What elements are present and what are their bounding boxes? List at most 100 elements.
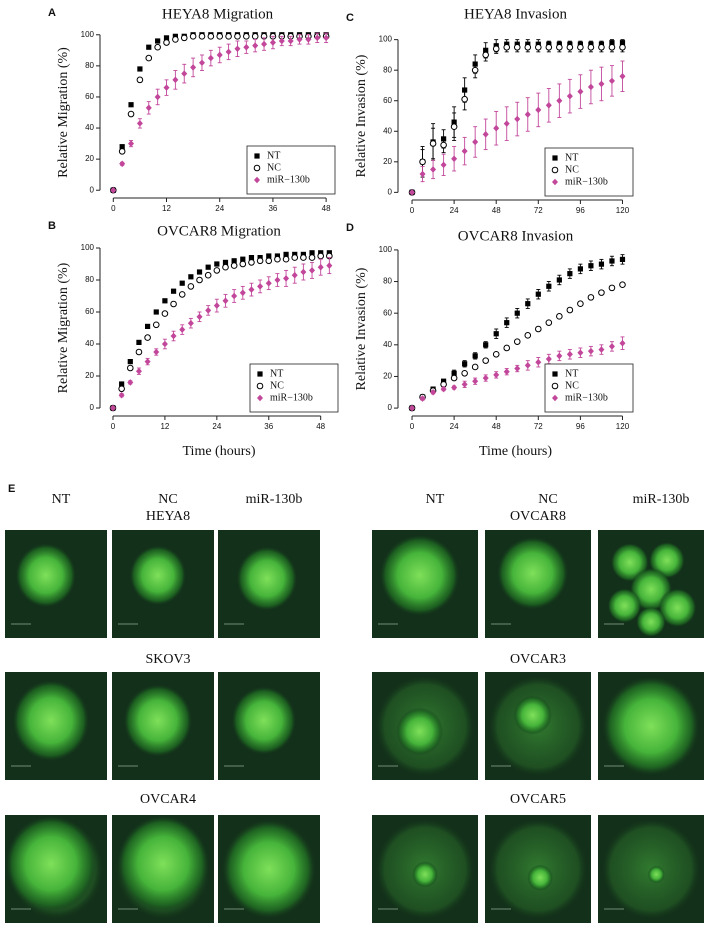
x-tick-label: 24 (212, 422, 221, 431)
point (588, 263, 594, 269)
point (503, 43, 511, 51)
chart-title: OVCAR8 Migration (157, 223, 281, 239)
point (598, 346, 605, 353)
y-tick-label: 40 (85, 123, 94, 132)
y-tick-label: 20 (383, 157, 392, 166)
point (222, 297, 229, 305)
chart-title: OVCAR8 Invasion (458, 228, 574, 244)
micrograph (372, 530, 478, 638)
point (127, 110, 135, 118)
point (472, 377, 479, 385)
point (163, 39, 170, 46)
point (135, 348, 143, 356)
point (204, 271, 212, 279)
point (187, 319, 194, 327)
point (300, 268, 307, 276)
point (248, 259, 255, 266)
point (545, 43, 553, 51)
spheroid (412, 861, 438, 888)
x-axis-label: Time (hours) (479, 444, 552, 459)
point (619, 72, 626, 80)
point (461, 95, 468, 103)
point (126, 364, 134, 372)
point (430, 388, 437, 396)
point (492, 45, 500, 53)
point (128, 140, 135, 147)
point (419, 158, 426, 166)
x-tick-label: 12 (162, 204, 171, 213)
x-tick-label: 96 (576, 422, 585, 431)
point (222, 263, 229, 271)
chart: B OVCAR8 Migration Relative Migration (%) T… (48, 220, 339, 459)
point (409, 404, 416, 412)
point (136, 76, 144, 84)
point (128, 102, 134, 108)
point (135, 367, 142, 375)
point (127, 359, 133, 365)
micrograph (485, 530, 591, 638)
point (283, 275, 290, 282)
point (269, 39, 276, 46)
point (188, 274, 194, 280)
point (145, 54, 153, 62)
spheroid (496, 536, 569, 610)
point (556, 352, 563, 360)
point (503, 120, 510, 127)
panel-label: D (346, 222, 354, 234)
legend-marker (254, 153, 260, 159)
spheroid (527, 864, 553, 891)
micrograph (112, 815, 214, 923)
legend-box (249, 363, 339, 413)
spheroid (636, 606, 666, 637)
micrograph (218, 815, 320, 923)
spheroid (658, 588, 697, 628)
point (609, 258, 615, 264)
point (577, 43, 584, 51)
y-tick-label: 100 (379, 245, 393, 254)
point (440, 385, 447, 393)
point (198, 33, 206, 40)
spheroid (129, 545, 187, 606)
point (503, 368, 510, 376)
point (161, 340, 168, 348)
point (461, 381, 468, 388)
micrograph (112, 672, 214, 780)
legend-label: NT (270, 368, 283, 379)
point (577, 300, 584, 307)
legend-marker (551, 382, 559, 390)
micrograph (485, 672, 591, 780)
row-label: OVCAR3 (510, 652, 566, 667)
legend-label: miR−130b (565, 392, 608, 403)
chart: D OVCAR8 Invasion Relative Invasion (%) Tim… (346, 222, 634, 459)
row-label: OVCAR4 (140, 792, 196, 807)
x-tick-label: 12 (160, 422, 169, 431)
point (440, 161, 447, 169)
micrograph (5, 530, 107, 638)
micrograph (485, 815, 591, 923)
point (155, 38, 161, 44)
x-tick-label: 72 (534, 422, 543, 431)
point (608, 77, 615, 85)
point (119, 144, 125, 150)
y-tick-label: 0 (388, 403, 393, 412)
point (309, 267, 316, 274)
legend-label: NC (270, 380, 284, 391)
chart: A HEYA8 Migration Relative Migration (%) 0 2… (48, 6, 336, 213)
point (619, 281, 626, 289)
point (535, 358, 542, 366)
y-tick-label: 20 (383, 372, 392, 381)
point (462, 361, 468, 367)
legend-box (544, 147, 634, 197)
point (181, 70, 188, 77)
y-tick-label: 20 (85, 154, 94, 163)
point (419, 170, 426, 178)
point (545, 319, 553, 326)
point (323, 34, 330, 42)
point (207, 33, 215, 40)
point (287, 37, 294, 45)
point (317, 263, 324, 271)
point (118, 148, 126, 155)
point (524, 111, 531, 118)
point (577, 266, 583, 272)
